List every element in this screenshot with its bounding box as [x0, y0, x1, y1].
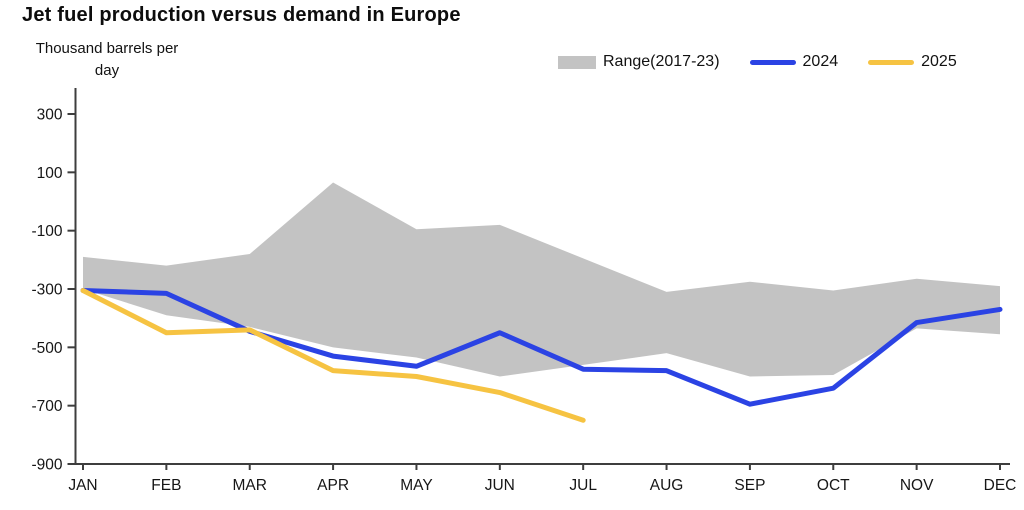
line-2025-swatch-icon	[868, 59, 915, 65]
x-tick-label: JUN	[485, 477, 515, 494]
y-axis-unit-label: Thousand barrels per day	[16, 38, 198, 82]
x-tick-label: MAY	[400, 477, 432, 494]
y-tick-label: -100	[31, 223, 62, 240]
x-tick-label: JAN	[68, 477, 97, 494]
x-tick-label: JUL	[569, 477, 597, 494]
y-axis-unit-line2: day	[94, 61, 120, 79]
legend-range-label: Range(2017-23)	[603, 53, 720, 70]
y-tick-label: 100	[37, 165, 63, 182]
legend-item-2024: 2024	[749, 53, 839, 71]
x-tick-label: DEC	[984, 477, 1017, 494]
x-tick-label: APR	[317, 477, 349, 494]
range-band-area	[83, 182, 1000, 377]
y-axis-unit-line1: Thousand barrels per	[35, 40, 179, 57]
x-tick-label: AUG	[650, 477, 684, 494]
series-line-2024	[80, 287, 1003, 407]
legend-2024-label: 2024	[802, 53, 839, 70]
x-tick-label: MAR	[233, 477, 267, 494]
x-tick-label: NOV	[900, 477, 934, 494]
y-tick-label: -700	[31, 398, 62, 415]
line-2024-swatch-icon	[749, 59, 796, 65]
y-tick-label: -500	[31, 340, 62, 357]
y-tick-label: -300	[31, 282, 62, 299]
legend-item-2025: 2025	[868, 53, 957, 71]
y-tick-label: 300	[37, 107, 63, 124]
x-tick-label: OCT	[817, 477, 850, 494]
legend-item-range: Range(2017-23)	[558, 53, 720, 71]
y-tick-label: -900	[31, 457, 62, 474]
x-tick-label: SEP	[734, 477, 765, 494]
legend: Range(2017-23) 2024 2025	[558, 53, 957, 71]
series-line-2025	[80, 287, 586, 423]
legend-2025-label: 2025	[921, 53, 957, 70]
x-tick-label: FEB	[151, 477, 181, 494]
range-band-swatch-icon	[558, 55, 596, 69]
chart-title: Jet fuel production versus demand in Eur…	[22, 4, 461, 26]
